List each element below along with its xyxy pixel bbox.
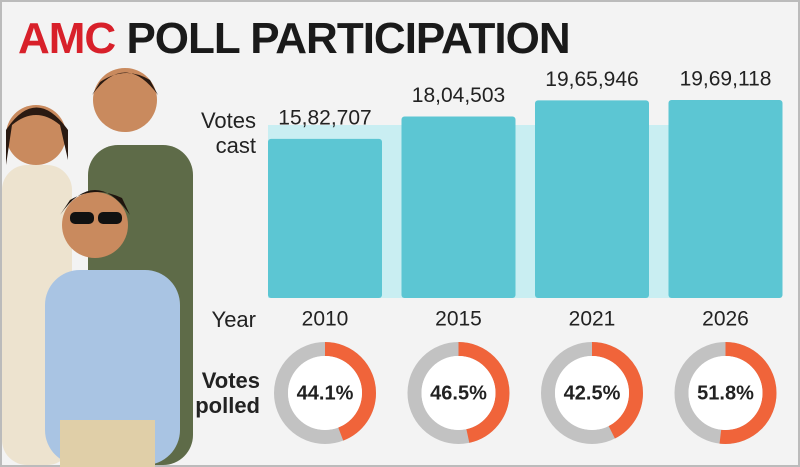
bar-label: Votes cast bbox=[200, 108, 256, 158]
value-label: 42.5% bbox=[564, 382, 621, 404]
donut-arc bbox=[674, 342, 777, 444]
value-label: 19,65,946 bbox=[545, 68, 638, 91]
value-label: 51.8% bbox=[697, 382, 754, 404]
x-tick-label: 2026 bbox=[702, 308, 749, 331]
donut-label: Votes polled bbox=[195, 368, 260, 418]
value-label: 19,69,118 bbox=[680, 68, 772, 91]
value-label: 18,04,503 bbox=[412, 84, 505, 107]
donut-arc bbox=[407, 342, 510, 444]
chart-title: AMC POLL PARTICIPATION bbox=[18, 14, 571, 64]
donut-hole bbox=[688, 356, 763, 430]
donut-hole bbox=[288, 356, 362, 430]
x-axis-label: Year bbox=[211, 307, 256, 332]
bar bbox=[535, 100, 649, 298]
donut-arc bbox=[274, 342, 376, 444]
x-tick-label: 2021 bbox=[569, 308, 616, 331]
title-highlight: AMC bbox=[18, 14, 116, 63]
x-tick-label: 2015 bbox=[435, 308, 482, 331]
x-tick-label: 2010 bbox=[302, 308, 349, 331]
donut-hole bbox=[421, 356, 496, 430]
value-label: 44.1% bbox=[297, 382, 354, 404]
donut-arc bbox=[541, 342, 643, 444]
value-label: 15,82,707 bbox=[278, 106, 371, 129]
illustration bbox=[2, 68, 193, 467]
donut-hole bbox=[555, 356, 629, 430]
value-label: 46.5% bbox=[430, 382, 487, 404]
title-text: POLL PARTICIPATION bbox=[126, 14, 570, 63]
bar bbox=[268, 138, 382, 298]
bar bbox=[668, 100, 783, 298]
bar bbox=[401, 116, 516, 298]
